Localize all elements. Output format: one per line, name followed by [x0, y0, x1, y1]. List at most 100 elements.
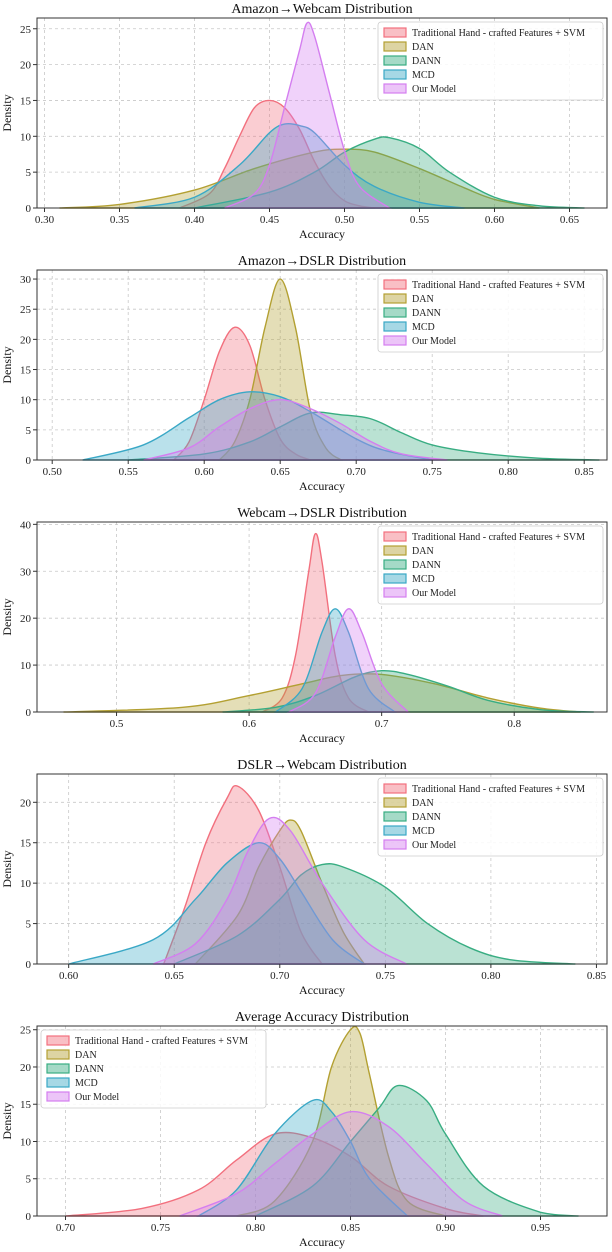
y-tick-label: 30: [20, 274, 32, 286]
legend-swatch: [383, 531, 407, 542]
legend-label: DAN: [412, 42, 434, 53]
legend-label: Our Model: [412, 840, 456, 851]
x-tick-label: 0.55: [119, 466, 139, 478]
legend-swatch: [46, 1077, 70, 1088]
x-tick-label: 0.70: [56, 1222, 76, 1234]
density-area-4: [134, 122, 465, 209]
legend-label: DANN: [412, 308, 441, 319]
x-tick-label: 0.45: [260, 214, 280, 226]
density-area-5: [224, 21, 392, 209]
y-tick-label: 10: [20, 131, 32, 143]
legend-label: Traditional Hand - crafted Features + SV…: [412, 28, 585, 39]
legend-swatch: [383, 321, 407, 332]
legend-swatch: [383, 335, 407, 346]
legend-box: [377, 525, 604, 605]
x-tick-label: 0.70: [347, 466, 367, 478]
y-tick-label: 20: [20, 334, 32, 346]
density-area-2: [193, 819, 366, 965]
x-tick-label: 0.35: [110, 214, 130, 226]
chart-title: Amazon→DSLR Distribution: [238, 254, 406, 269]
legend: Traditional Hand - crafted Features + SV…: [377, 777, 604, 857]
legend: Traditional Hand - crafted Features + SV…: [40, 1029, 267, 1109]
x-tick-label: 0.65: [560, 214, 580, 226]
y-tick-label: 25: [20, 304, 32, 316]
x-tick-label: 0.5: [110, 718, 124, 730]
legend-swatch: [383, 279, 407, 290]
density-area-1: [162, 784, 324, 965]
density-area-5: [143, 398, 448, 461]
density-area-3: [194, 136, 585, 209]
plot-frame: [36, 521, 608, 713]
legend-label: Traditional Hand - crafted Features + SV…: [412, 784, 585, 795]
y-tick-label: 5: [26, 167, 32, 179]
y-tick-label: 30: [20, 566, 32, 578]
x-tick-label: 0.85: [341, 1222, 361, 1234]
chart-panel-1: Amazon→Webcam Distribution 0.30 0.35 0.40 0.…: [0, 2, 608, 241]
x-tick-label: 0.85: [575, 466, 595, 478]
y-axis-label: Density: [0, 94, 14, 131]
legend-label: Traditional Hand - crafted Features + SV…: [412, 532, 585, 543]
y-axis-label: Density: [0, 346, 14, 383]
chart-panel-5: Average Accuracy Distribution 0.70 0.75 0.8…: [0, 1010, 608, 1249]
y-tick-label: 0: [26, 959, 32, 971]
y-tick-label: 0: [26, 1211, 32, 1223]
density-area-5: [152, 816, 410, 965]
density-area-1: [172, 326, 311, 461]
y-tick-label: 5: [26, 1174, 32, 1186]
density-area-1: [260, 532, 371, 713]
density-area-4: [273, 608, 397, 713]
legend-label: DAN: [412, 798, 434, 809]
chart-title: Average Accuracy Distribution: [235, 1010, 409, 1025]
x-tick-label: 0.8: [507, 718, 521, 730]
plot-frame: [36, 17, 608, 209]
y-tick-label: 10: [20, 395, 32, 407]
y-tick-label: 20: [20, 60, 32, 72]
x-axis-label: Accuracy: [299, 227, 345, 241]
y-tick-label: 10: [20, 1136, 32, 1148]
legend-label: DANN: [412, 560, 441, 571]
density-area-5: [286, 608, 410, 713]
y-tick-label: 10: [20, 660, 32, 672]
x-tick-label: 0.60: [59, 970, 79, 982]
x-tick-label: 0.80: [481, 970, 501, 982]
legend-box: [40, 1029, 267, 1109]
x-axis-label: Accuracy: [299, 731, 345, 745]
y-tick-label: 20: [20, 797, 32, 809]
density-area-4: [68, 842, 367, 965]
legend-swatch: [383, 69, 407, 80]
x-tick-label: 0.7: [375, 718, 389, 730]
density-area-3: [222, 669, 594, 713]
legend-label: DAN: [412, 294, 434, 305]
y-tick-label: 15: [20, 838, 32, 850]
density-area-3: [173, 863, 576, 965]
plot-frame: [36, 269, 608, 461]
x-axis-label: Accuracy: [299, 983, 345, 997]
y-axis-label: Density: [0, 1102, 14, 1139]
density-area-2: [236, 1025, 446, 1217]
chart-panel-4: DSLR→Webcam Distribution 0.60 0.65 0.70 0.75…: [0, 758, 608, 997]
chart-title: DSLR→Webcam Distribution: [237, 758, 407, 773]
density-area-2: [217, 278, 344, 461]
legend-swatch: [383, 797, 407, 808]
legend-label: MCD: [412, 574, 435, 585]
chart-title: Webcam→DSLR Distribution: [237, 506, 407, 521]
legend-swatch: [383, 293, 407, 304]
density-area-1: [65, 1131, 484, 1217]
y-tick-label: 40: [20, 519, 32, 531]
legend-box: [377, 21, 604, 101]
legend-label: DAN: [75, 1050, 97, 1061]
legend: Traditional Hand - crafted Features + SV…: [377, 273, 604, 353]
legend-swatch: [46, 1049, 70, 1060]
legend-swatch: [383, 783, 407, 794]
y-tick-label: 20: [20, 1062, 32, 1074]
legend-label: DANN: [412, 56, 441, 67]
legend-label: Traditional Hand - crafted Features + SV…: [75, 1036, 248, 1047]
legend-swatch: [383, 559, 407, 570]
x-tick-label: 0.55: [410, 214, 430, 226]
y-tick-label: 25: [20, 24, 32, 36]
x-tick-label: 0.90: [436, 1222, 456, 1234]
x-tick-label: 0.6: [242, 718, 256, 730]
plot-frame: [36, 773, 608, 965]
legend-label: DANN: [412, 812, 441, 823]
x-tick-label: 0.70: [270, 970, 290, 982]
